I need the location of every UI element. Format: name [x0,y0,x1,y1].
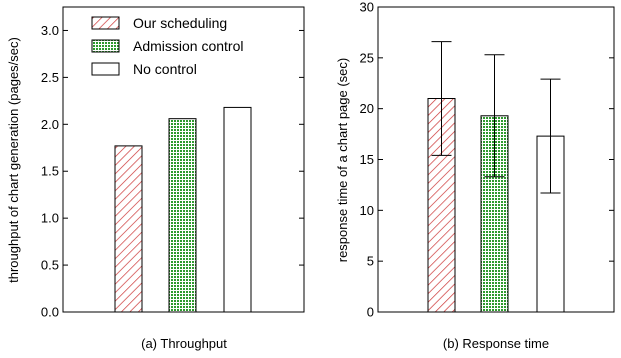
legend-swatch-our-scheduling [91,16,120,30]
y-tick-label: 2.5 [41,70,59,85]
bar-no-control [223,106,252,313]
legend-swatch-admission-control [91,39,120,53]
y-tick-label: 30 [360,0,374,15]
response-time-chart: response time of a chart page (sec) 0 5 10… [335,0,615,351]
throughput-chart: throughput of chart generation (pages/se… [6,6,305,351]
y-axis-label: response time of a chart page (sec) [335,58,350,263]
plot-frame [62,6,305,313]
y-axis-ticks: 0 5 10 15 20 25 30 [360,0,614,320]
y-tick-label: 15 [360,152,374,167]
y-tick-label: 5 [367,254,374,269]
legend-label-admission-control: Admission control [133,38,244,54]
legend-label-our-scheduling: Our scheduling [133,15,227,31]
caption-response-time: (b) Response time [443,336,549,351]
y-tick-label: 20 [360,101,374,116]
legend-swatch-no-control [91,62,120,76]
bars [427,98,565,313]
bar-admission-control [168,118,197,313]
caption-throughput: (a) Throughput [141,336,227,351]
error-bars [431,41,561,194]
legend: Our scheduling Admission control No cont… [91,15,244,77]
y-tick-label: 2.0 [41,117,59,132]
y-tick-label: 25 [360,50,374,65]
y-axis-label: throughput of chart generation (pages/se… [6,37,21,283]
y-tick-label: 3.0 [41,23,59,38]
bar-our-scheduling [114,145,143,313]
y-tick-label: 1.5 [41,164,59,179]
y-tick-label: 0 [367,305,374,320]
y-tick-label: 0.5 [41,258,59,273]
plot-frame [377,6,615,313]
y-axis-ticks: 0.0 0.5 1.0 1.5 2.0 2.5 3.0 [41,23,304,320]
bars [114,106,252,313]
legend-label-no-control: No control [133,61,197,77]
y-tick-label: 10 [360,203,374,218]
y-tick-label: 0.0 [41,305,59,320]
y-tick-label: 1.0 [41,211,59,226]
